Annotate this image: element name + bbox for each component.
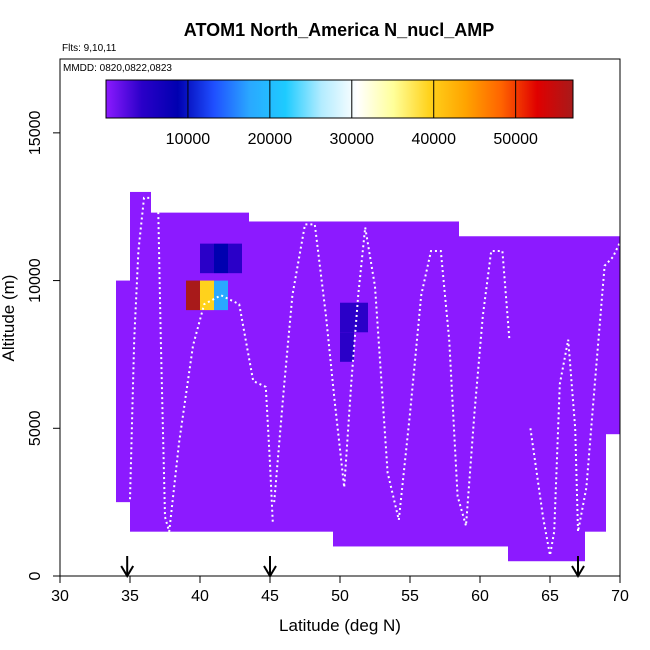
marker-arrow-head [571, 565, 585, 578]
colorbar-tick-label: 20000 [248, 131, 293, 148]
y-tick-label: 15000 [27, 111, 44, 156]
data-cell [214, 243, 228, 274]
x-tick-label: 30 [51, 588, 69, 605]
colorbar-tick-label: 50000 [493, 131, 538, 148]
colorbar-tick-label: 40000 [411, 131, 456, 148]
x-tick-label: 55 [401, 588, 419, 605]
colorbar-tick-label: 30000 [330, 131, 375, 148]
flight-track [529, 241, 621, 556]
data-cell [354, 302, 368, 333]
data-cell [186, 280, 200, 311]
colorbar [105, 79, 574, 119]
data-range [116, 280, 130, 503]
y-tick-label: 5000 [27, 410, 44, 446]
flights-label: Flts: 9,10,11 [62, 43, 117, 54]
data-range [459, 236, 508, 547]
flight-markers [120, 556, 585, 578]
dates-label: MMDD: 0820,0822,0823 [63, 63, 172, 74]
y-tick-label: 10000 [27, 258, 44, 303]
data-cell [340, 332, 354, 362]
x-tick-label: 60 [471, 588, 489, 605]
data-cell [200, 243, 214, 274]
data-cell [228, 243, 242, 274]
x-tick-label: 50 [331, 588, 349, 605]
chart-title: ATOM1 North_America N_nucl_AMP [184, 20, 494, 40]
data-range [606, 236, 620, 435]
data-cell [200, 280, 214, 311]
marker-arrow-head [120, 565, 135, 578]
data-range [508, 236, 585, 562]
colorbar-ticks: 10000 20000 30000 40000 50000 [166, 80, 538, 148]
x-axis-label: Latitude (deg N) [279, 616, 401, 635]
data-cell [214, 280, 228, 311]
y-axis: 0 5000 10000 15000 [27, 111, 60, 580]
x-tick-label: 40 [191, 588, 209, 605]
y-axis-label: Altitude (m) [0, 275, 18, 362]
data-range [249, 221, 333, 532]
flight-tracks [129, 196, 621, 556]
heatmap-area [116, 191, 620, 562]
data-range [333, 221, 459, 547]
y-tick-label: 0 [27, 571, 44, 580]
data-cell [354, 361, 368, 392]
data-cell [340, 302, 354, 333]
x-tick-label: 45 [261, 588, 279, 605]
colorbar-tick-label: 10000 [166, 131, 211, 148]
x-axis: 30 35 40 45 50 55 60 65 70 [51, 576, 629, 605]
x-tick-label: 35 [121, 588, 139, 605]
flight-track [273, 223, 511, 527]
marker-arrow-head [263, 565, 277, 578]
x-tick-label: 70 [611, 588, 629, 605]
x-tick-label: 65 [541, 588, 559, 605]
data-range [130, 191, 151, 532]
